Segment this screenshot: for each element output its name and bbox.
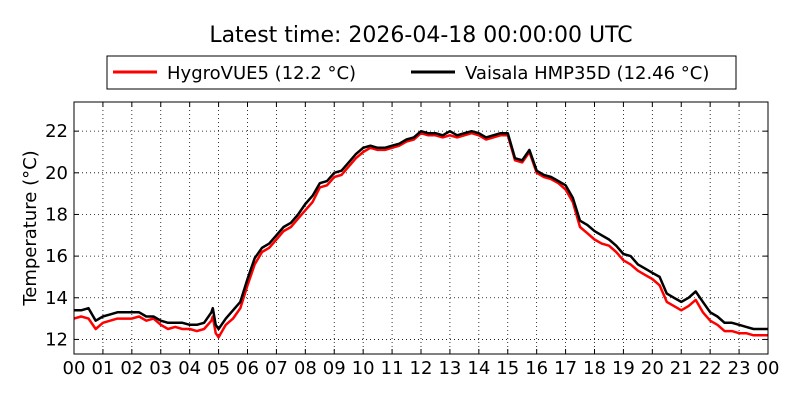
x-tick-label: 21: [670, 358, 693, 379]
y-axis-label: Temperature (°C): [20, 150, 41, 306]
x-tick-label: 16: [525, 358, 548, 379]
x-tick-label: 15: [496, 358, 519, 379]
series-line-vaisala: [74, 129, 768, 331]
x-tick-label: 14: [467, 358, 490, 379]
x-tick-label: 01: [91, 358, 114, 379]
x-tick-label: 06: [236, 358, 259, 379]
x-tick-label: 09: [323, 358, 346, 379]
x-tick-label: 00: [63, 358, 86, 379]
x-tick-label: 08: [294, 358, 317, 379]
x-tick-label: 22: [699, 358, 722, 379]
x-tick-label: 12: [410, 358, 433, 379]
x-tick-label: 19: [612, 358, 635, 379]
x-tick-label: 17: [554, 358, 577, 379]
x-tick-label: 03: [149, 358, 172, 379]
x-tick-label: 11: [381, 358, 404, 379]
y-tick-label: 14: [45, 288, 68, 309]
axis-ticks: 00 01 02 03 04 05 06 07 08 09 10 11 12 13 14 15 16 17 18 19…: [45, 102, 779, 379]
y-tick-label: 22: [45, 121, 68, 142]
x-tick-label: 04: [178, 358, 201, 379]
x-tick-label: 10: [352, 358, 375, 379]
y-tick-label: 16: [45, 246, 68, 267]
x-tick-label: 13: [438, 358, 461, 379]
y-tick-label: 12: [45, 329, 68, 350]
x-tick-label: 00: [757, 358, 780, 379]
plot-series: [74, 129, 768, 339]
x-tick-label: 18: [583, 358, 606, 379]
x-tick-label: 23: [728, 358, 751, 379]
y-tick-label: 20: [45, 163, 68, 184]
x-tick-label: 02: [120, 358, 143, 379]
legend-label-vaisala: Vaisala HMP35D (12.46 °C): [465, 63, 709, 84]
legend-label-hygrovue5: HygroVUE5 (12.2 °C): [167, 63, 356, 84]
y-tick-label: 18: [45, 204, 68, 225]
x-tick-label: 07: [265, 358, 288, 379]
x-tick-label: 05: [207, 358, 230, 379]
x-tick-label: 20: [641, 358, 664, 379]
chart-title: Latest time: 2026-04-18 00:00:00 UTC: [209, 23, 632, 48]
legend: HygroVUE5 (12.2 °C) Vaisala HMP35D (12.4…: [106, 55, 737, 90]
series-line-hygrovue5: [74, 131, 768, 339]
